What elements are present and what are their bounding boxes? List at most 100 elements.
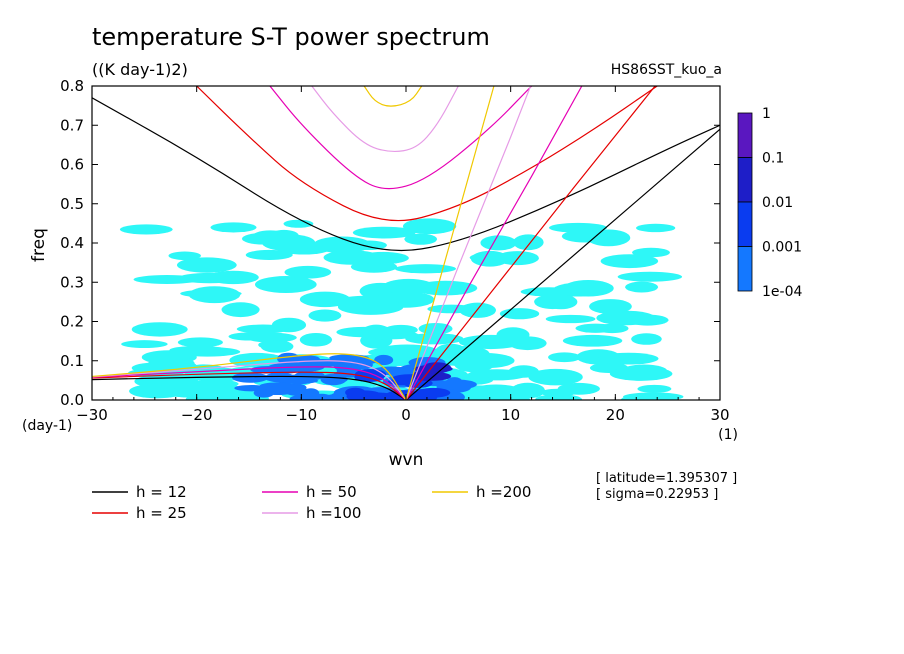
dispersion-curve-kelvin [405, 86, 495, 400]
x-tick-label: 30 [710, 406, 729, 424]
dispersion-curve-rossby [92, 371, 407, 400]
spectrum-blob-1e-04 [131, 322, 188, 337]
spectrum-blob-1e-04 [520, 287, 577, 297]
spectrum-blob-1e-04 [245, 249, 293, 261]
spectrum-blob-1e-04 [284, 265, 332, 279]
spectrum-blob-1e-04 [623, 392, 684, 400]
legend-label: h = 50 [306, 483, 357, 501]
spectrum-blob-1e-04 [609, 366, 673, 381]
spectrum-blob-0.001 [302, 388, 320, 399]
y-tick-label: 0.0 [60, 391, 84, 409]
dispersion-curve-kelvin [405, 86, 583, 400]
x-unit-label: (1) [718, 427, 738, 443]
colorbar-label: 0.1 [762, 151, 784, 167]
spectrum-blob-1e-04 [617, 271, 683, 282]
spectrum-blob-1e-04 [236, 324, 290, 334]
y-tick-label: 0.4 [60, 234, 84, 252]
spectrum-blob-1e-04 [121, 340, 168, 349]
dispersion-curves [92, 86, 720, 400]
power-spectrum-field [119, 218, 684, 400]
spectrum-blob-1e-04 [254, 276, 317, 294]
spectrum-blob-1e-04 [636, 223, 676, 233]
spectrum-blob-1e-04 [165, 380, 225, 390]
y-tick-label: 0.5 [60, 195, 84, 213]
spectrum-blob-1e-04 [535, 394, 583, 400]
spectrum-blob-1e-04 [405, 333, 464, 345]
spectrum-blob-1e-04 [394, 264, 456, 274]
spectrum-blob-1e-04 [626, 314, 669, 326]
spectrum-blob-1e-04 [413, 280, 478, 296]
spectrum-blob-1e-04 [459, 302, 496, 318]
y-tick-label: 0.3 [60, 273, 84, 291]
spectrum-blob-1e-04 [210, 222, 257, 233]
x-axis-title: wvn [389, 450, 424, 470]
spectrum-blob-1e-04 [323, 250, 381, 265]
y-axis-title: freq [29, 228, 49, 262]
legend-label: h =200 [476, 483, 531, 501]
spectrum-blob-1e-04 [557, 382, 600, 395]
colorbar-swatch [737, 157, 753, 203]
spectrum-blob-1e-04 [598, 352, 659, 365]
dispersion-curve-gravity [196, 86, 658, 222]
spectrum-blob-1e-04 [258, 340, 291, 350]
x-tick-label: 0 [401, 406, 411, 424]
x-tick-label: 20 [606, 406, 625, 424]
y-unit-label: (day-1) [22, 418, 72, 434]
dispersion-curve-rossby [92, 360, 407, 400]
y-tick-label: 0.1 [60, 352, 84, 370]
dispersion-curve-rossby [92, 353, 407, 400]
spectrum-blob-1e-04 [245, 332, 297, 343]
spectrum-blob-1e-04 [561, 229, 607, 243]
spectrum-blob-1e-04 [445, 355, 507, 365]
y-tick-label: 0.2 [60, 313, 84, 331]
legend-label: h = 12 [136, 483, 187, 501]
dispersion-curve-gravity [363, 86, 423, 107]
spectrum-blob-1e-04 [352, 226, 416, 239]
axis-ticks: −30 −20 −10 0 10 20 30 0.0 0.1 0.2 0.3 0.4 0.5 0.6 0.7… [60, 77, 729, 424]
legend-label: h =100 [306, 504, 361, 522]
spectrum-blob-1e-04 [339, 295, 398, 305]
dispersion-curve-kelvin [405, 128, 720, 400]
spectrum-blob-1e-04 [510, 382, 546, 399]
spectrum-blob-0.1 [413, 364, 453, 373]
colorbar: 1 0.1 0.01 0.001 1e-04 [737, 106, 802, 300]
spectrum-blob-1e-04 [308, 309, 342, 322]
dispersion-curve-rossby [92, 375, 407, 400]
spectrum-blob-1e-04 [632, 247, 670, 258]
x-tick-label: −30 [76, 406, 108, 424]
spectrum-blob-1e-04 [169, 345, 228, 355]
spectrum-blob-1e-04 [513, 234, 544, 251]
dispersion-curve-kelvin [405, 86, 532, 400]
dispersion-curve-rossby [92, 366, 407, 400]
spectrum-blob-1e-04 [363, 330, 419, 340]
x-tick-label: 10 [501, 406, 520, 424]
spectrum-blob-0.001 [232, 372, 269, 383]
spectrum-blob-1e-04 [119, 224, 173, 235]
colorbar-swatch [737, 201, 753, 247]
legend-label: h = 25 [136, 504, 187, 522]
spectrum-blob-1e-04 [207, 270, 259, 285]
experiment-label: HS86SST_kuo_a [611, 62, 722, 78]
spectrum-blob-1e-04 [589, 299, 632, 314]
chart-title: temperature S-T power spectrum [92, 23, 490, 51]
colorbar-swatch [737, 112, 753, 158]
spectrum-blob-0.001 [374, 354, 394, 366]
sigma-label: [ sigma=0.22953 ] [596, 487, 718, 502]
spectrum-blob-1e-04 [402, 218, 457, 235]
legend: h = 12 h = 25 h = 50 h =100 h =200 [92, 483, 531, 522]
spectrum-blob-1e-04 [545, 314, 596, 324]
spectrum-blob-1e-04 [496, 327, 530, 343]
spectrum-blob-1e-04 [575, 323, 616, 333]
spectrum-blob-0.001 [320, 373, 347, 386]
spectrum-blob-1e-04 [133, 275, 201, 284]
x-tick-label: −10 [286, 406, 318, 424]
spectrum-blob-1e-04 [177, 337, 223, 348]
spectrum-blob-1e-04 [476, 393, 514, 400]
spectrum-blob-1e-04 [168, 251, 201, 261]
spectrum-blob-1e-04 [544, 294, 578, 310]
spectrum-blob-1e-04 [562, 334, 623, 347]
dispersion-curve-gravity [269, 86, 533, 190]
dispersion-curve-kelvin [405, 86, 656, 400]
